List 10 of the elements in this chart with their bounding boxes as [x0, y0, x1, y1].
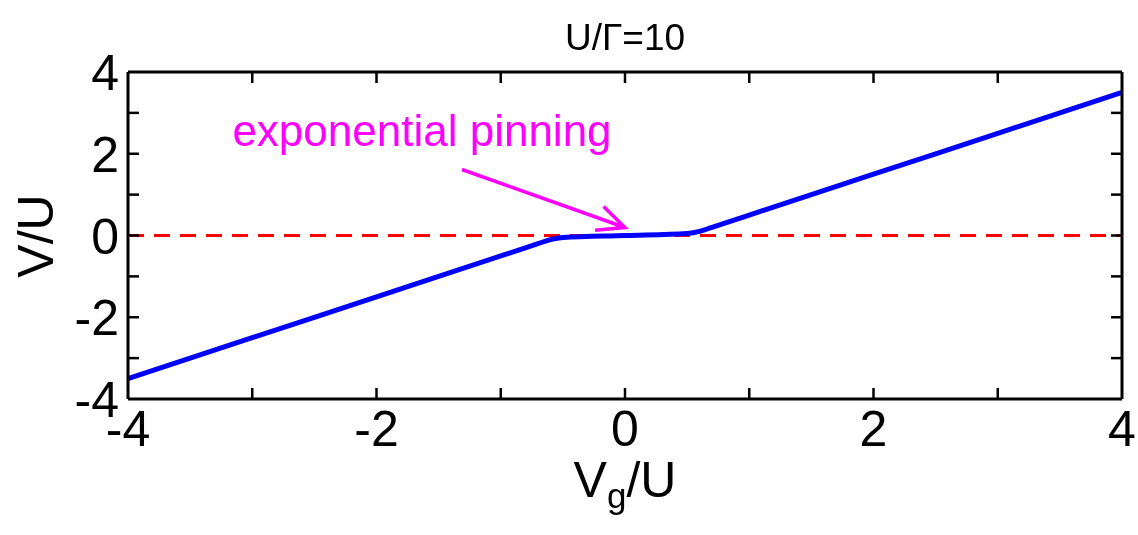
x-tick-label: -2 [354, 401, 399, 457]
y-tick-label: 0 [91, 208, 119, 265]
y-tick-label: 2 [91, 126, 119, 183]
y-tick-label: -2 [74, 290, 119, 347]
x-tick-label: 4 [1108, 401, 1136, 457]
y-tick-label: 4 [91, 45, 119, 101]
chart-title: U/Γ=10 [564, 17, 686, 58]
x-tick-label: 2 [859, 401, 888, 457]
y-axis-title: V/U [8, 193, 64, 278]
annotation: exponential pinning [232, 105, 612, 155]
